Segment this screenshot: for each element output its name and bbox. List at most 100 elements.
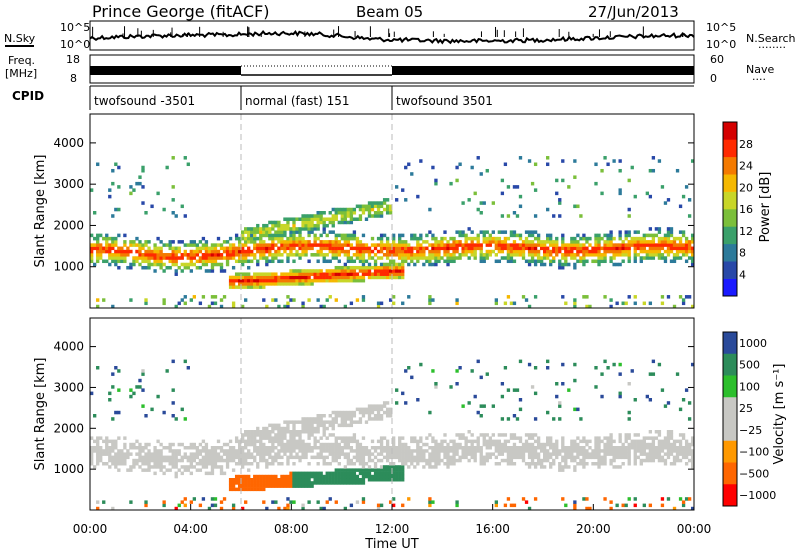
power-cell [379, 240, 384, 244]
power-cell [355, 253, 360, 257]
power-cell [280, 236, 284, 241]
power-cell [219, 243, 224, 247]
power-cell [367, 265, 372, 270]
power-cell [204, 249, 209, 254]
power-cell [491, 236, 495, 241]
velocity-cell [328, 474, 332, 479]
velocity-cell [494, 446, 498, 450]
nave-top: 60 [710, 53, 724, 66]
velocity-cell [316, 481, 320, 485]
velocity-cell [313, 471, 317, 476]
power-cell [555, 240, 559, 244]
velocity-cell [225, 462, 230, 466]
power-cell [304, 275, 308, 280]
velocity-cell [395, 452, 399, 456]
velocity-cell [385, 465, 390, 469]
power-cell [316, 298, 320, 302]
power-cell [666, 253, 671, 257]
power-cell [105, 246, 109, 251]
velocity-cell [316, 462, 320, 466]
velocity-cell [90, 436, 94, 440]
velocity-cell [162, 458, 166, 463]
power-cell [533, 262, 538, 267]
power-cell [153, 246, 157, 251]
power-cell [639, 246, 643, 251]
velocity-cell [561, 442, 565, 447]
power-cell [395, 243, 399, 247]
velocity-cell [340, 478, 344, 482]
power-cell [313, 227, 317, 231]
velocity-cell [506, 417, 511, 421]
velocity-cell [382, 465, 387, 469]
velocity-cell [349, 478, 354, 482]
power-cell [301, 282, 305, 286]
velocity-cell [256, 465, 260, 469]
velocity-cell [189, 471, 193, 476]
power-cell [171, 185, 175, 189]
velocity-cell [123, 442, 127, 447]
velocity-cell [654, 436, 659, 440]
power-cell [337, 278, 341, 283]
power-cell [488, 253, 492, 257]
velocity-cell [322, 420, 326, 424]
power-cell [192, 295, 196, 299]
velocity-cell [262, 455, 266, 460]
power-cell [524, 236, 529, 241]
velocity-cell [337, 481, 341, 485]
power-cell [234, 285, 239, 289]
velocity-cell [479, 458, 483, 463]
power-cell [404, 240, 408, 244]
power-cell [337, 259, 341, 264]
power-cell [382, 265, 387, 270]
power-cell [666, 240, 671, 244]
velocity-cell [346, 468, 351, 472]
power-cell [268, 236, 272, 241]
velocity-cell [301, 474, 305, 479]
velocity-cell [524, 462, 529, 466]
velocity-cell [192, 497, 196, 501]
velocity-cell [222, 452, 227, 456]
velocity-cell [518, 398, 523, 402]
velocity-cell [497, 442, 502, 447]
power-cell [231, 243, 236, 247]
velocity-cell [325, 500, 329, 504]
power-cell [144, 298, 148, 302]
velocity-cell [331, 458, 335, 463]
velocity-cell [437, 462, 441, 466]
power-cell [470, 243, 474, 247]
velocity-cell [549, 436, 553, 440]
velocity-cell [416, 446, 420, 450]
velocity-cell [328, 420, 332, 424]
power-cell [678, 236, 683, 241]
velocity-cell [398, 449, 402, 453]
power-cell [331, 275, 335, 280]
power-cell [283, 233, 287, 238]
power-cell [382, 207, 387, 212]
power-cell [102, 236, 106, 241]
power-cell [675, 168, 680, 173]
velocity-cell [316, 439, 320, 444]
velocity-cell [666, 433, 671, 437]
power-cell [443, 246, 447, 251]
velocity-cell [313, 481, 317, 485]
power-cell [440, 246, 444, 251]
power-cell [277, 227, 281, 231]
velocity-cell [228, 449, 233, 453]
velocity-cell [322, 446, 326, 450]
power-cell [370, 243, 375, 247]
power-cell [328, 230, 332, 234]
cpid-segment-label: twofsound 3501 [396, 94, 493, 108]
power-cell [274, 253, 278, 257]
power-cell [280, 246, 284, 251]
power-cell [117, 256, 121, 260]
power-cell [624, 249, 628, 254]
velocity-cell [307, 426, 311, 431]
velocity-cell [470, 449, 474, 453]
velocity-cell [497, 433, 502, 437]
velocity-cell [96, 366, 100, 370]
velocity-cell [681, 449, 686, 453]
power-cell [247, 233, 251, 238]
velocity-colorbar-frame [722, 331, 738, 507]
power-cell [681, 243, 686, 247]
power-cell [684, 259, 689, 264]
